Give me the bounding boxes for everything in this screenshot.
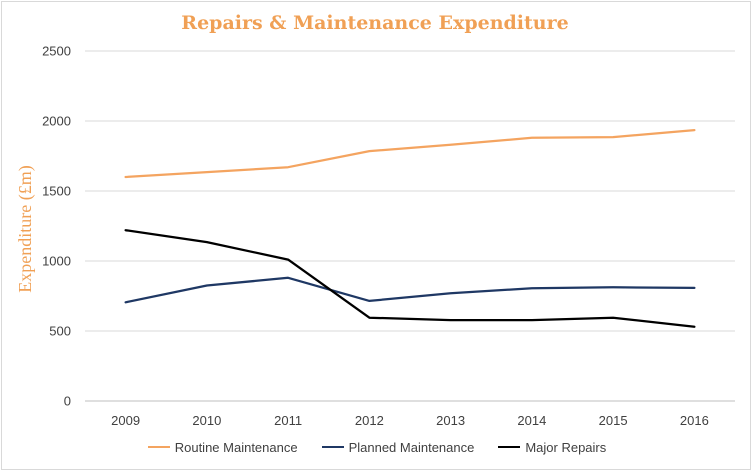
legend-item-planned-maintenance: Planned Maintenance: [321, 439, 475, 455]
x-tick-label-2010: 2010: [192, 413, 221, 428]
y-tick-label-2000: 2000: [42, 114, 71, 129]
legend-swatch-routine-maintenance: [147, 446, 170, 448]
legend-swatch-planned-maintenance: [321, 446, 344, 448]
x-tick-label-2014: 2014: [517, 413, 546, 428]
x-tick-label-2013: 2013: [436, 413, 465, 428]
legend-label-routine-maintenance: Routine Maintenance: [174, 439, 298, 455]
series-line-routine-maintenance: [124, 128, 696, 179]
x-tick-label-2011: 2011: [274, 413, 302, 428]
chart-title: Repairs & Maintenance Expenditure: [181, 12, 569, 34]
series-line-major-repairs: [124, 229, 696, 328]
y-tick-label-0: 0: [64, 394, 71, 409]
legend-item-routine-maintenance: Routine Maintenance: [147, 439, 298, 455]
y-tick-label-2500: 2500: [42, 44, 71, 59]
chart-legend: Routine Maintenance Planned Maintenance Ma…: [0, 437, 754, 457]
legend-swatch-major-repairs: [498, 446, 521, 448]
x-tick-label-2016: 2016: [680, 413, 709, 428]
y-tick-label-1000: 1000: [42, 254, 71, 269]
series-line-planned-maintenance: [124, 276, 696, 304]
y-tick-label-1500: 1500: [42, 184, 71, 199]
y-tick-label-500: 500: [49, 324, 71, 339]
x-tick-label-2012: 2012: [355, 413, 384, 428]
x-tick-label-2009: 2009: [111, 413, 140, 428]
x-tick-label-2015: 2015: [599, 413, 628, 428]
legend-label-major-repairs: Major Repairs: [525, 439, 607, 455]
legend-label-planned-maintenance: Planned Maintenance: [348, 439, 475, 455]
legend-item-major-repairs: Major Repairs: [498, 440, 606, 455]
